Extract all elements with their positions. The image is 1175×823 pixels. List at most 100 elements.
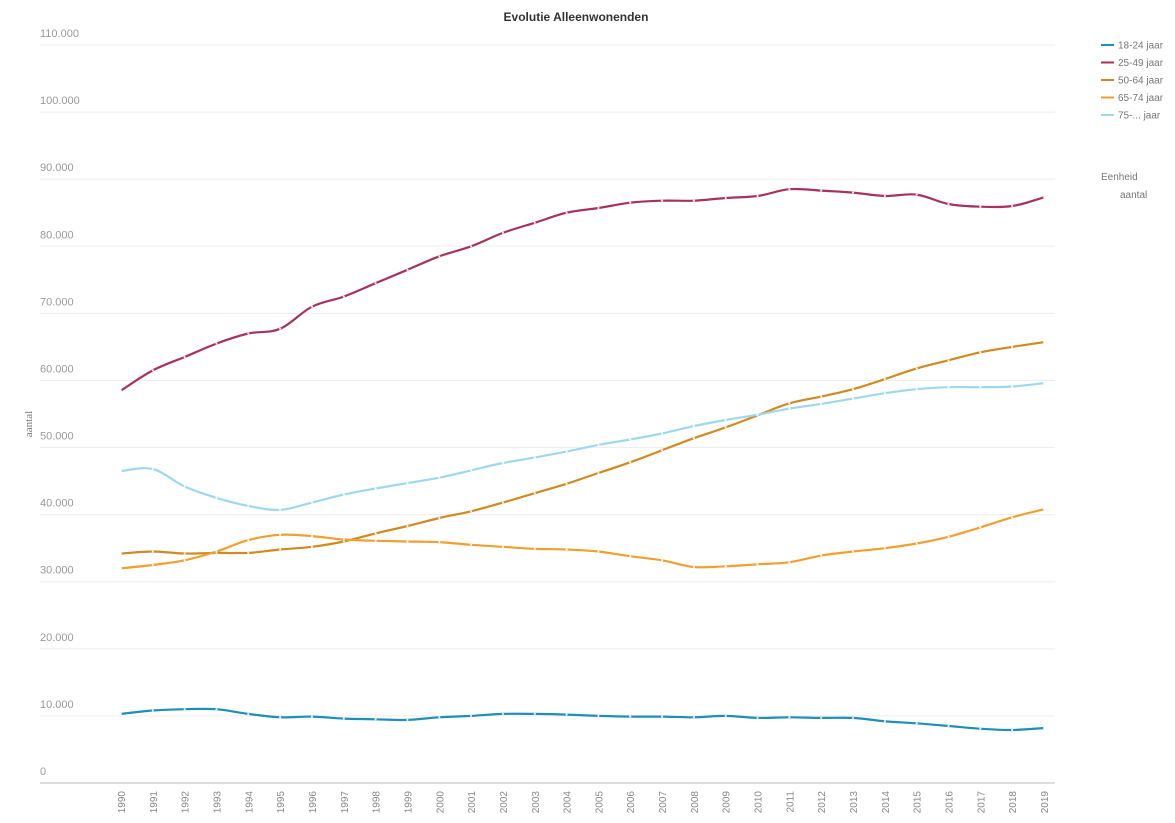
data-point[interactable]	[279, 533, 282, 536]
data-point[interactable]	[119, 567, 123, 570]
data-point[interactable]	[533, 221, 536, 224]
data-point[interactable]	[247, 539, 250, 542]
data-point[interactable]	[470, 469, 473, 472]
data-point[interactable]	[947, 386, 950, 389]
data-point[interactable]	[151, 369, 154, 372]
data-point[interactable]	[501, 501, 505, 504]
data-point[interactable]	[1011, 385, 1014, 388]
data-point[interactable]	[724, 196, 727, 200]
data-point[interactable]	[183, 559, 186, 562]
data-point[interactable]	[979, 386, 982, 389]
data-point[interactable]	[119, 389, 123, 392]
data-point[interactable]	[501, 712, 505, 715]
data-point[interactable]	[151, 709, 154, 712]
data-point[interactable]	[1011, 204, 1014, 208]
data-point[interactable]	[374, 539, 377, 542]
data-point[interactable]	[565, 211, 568, 214]
data-point[interactable]	[724, 418, 727, 422]
data-point[interactable]	[597, 471, 600, 475]
data-point[interactable]	[310, 545, 314, 548]
data-point[interactable]	[533, 492, 536, 495]
data-point[interactable]	[915, 367, 918, 370]
data-point[interactable]	[597, 550, 600, 553]
data-point[interactable]	[660, 449, 664, 452]
data-point[interactable]	[374, 532, 377, 535]
data-point[interactable]	[215, 708, 218, 711]
data-point[interactable]	[215, 550, 218, 553]
data-point[interactable]	[788, 561, 791, 564]
data-point[interactable]	[947, 359, 950, 362]
data-point[interactable]	[915, 722, 918, 725]
data-point[interactable]	[629, 715, 632, 718]
data-point[interactable]	[1011, 345, 1014, 349]
data-point[interactable]	[915, 388, 918, 391]
data-point[interactable]	[915, 542, 918, 545]
data-point[interactable]	[470, 510, 473, 513]
data-point[interactable]	[756, 194, 759, 198]
data-point[interactable]	[342, 538, 345, 541]
data-point[interactable]	[883, 194, 886, 198]
data-point[interactable]	[438, 716, 441, 719]
data-point[interactable]	[851, 191, 855, 194]
data-point[interactable]	[1042, 341, 1046, 344]
data-point[interactable]	[851, 716, 855, 720]
data-point[interactable]	[629, 555, 632, 558]
data-point[interactable]	[724, 565, 727, 568]
data-point[interactable]	[724, 714, 727, 718]
data-point[interactable]	[279, 327, 282, 330]
data-point[interactable]	[183, 552, 186, 555]
data-point[interactable]	[342, 540, 345, 543]
data-point[interactable]	[438, 255, 441, 258]
data-point[interactable]	[947, 724, 950, 728]
data-point[interactable]	[788, 407, 791, 410]
legend-item[interactable]: 18-24 jaar	[1101, 41, 1164, 52]
series-line[interactable]	[120, 382, 1045, 512]
data-point[interactable]	[597, 714, 600, 718]
data-point[interactable]	[470, 714, 473, 718]
data-point[interactable]	[215, 496, 218, 499]
data-point[interactable]	[660, 715, 664, 718]
data-point[interactable]	[183, 708, 186, 711]
data-point[interactable]	[533, 456, 536, 459]
data-point[interactable]	[692, 437, 695, 440]
data-point[interactable]	[883, 378, 886, 381]
data-point[interactable]	[215, 342, 218, 345]
data-point[interactable]	[406, 540, 409, 543]
legend-item[interactable]: 50-64 jaar	[1101, 76, 1164, 87]
data-point[interactable]	[310, 535, 314, 538]
data-point[interactable]	[1042, 382, 1046, 385]
data-point[interactable]	[151, 550, 154, 553]
data-point[interactable]	[851, 388, 855, 391]
data-point[interactable]	[374, 718, 377, 721]
data-point[interactable]	[756, 413, 759, 416]
data-point[interactable]	[247, 551, 250, 554]
data-point[interactable]	[1042, 196, 1046, 199]
data-point[interactable]	[151, 467, 154, 471]
data-point[interactable]	[374, 282, 377, 285]
data-point[interactable]	[533, 712, 536, 715]
data-point[interactable]	[438, 516, 441, 520]
data-point[interactable]	[788, 716, 791, 719]
legend-item[interactable]: 25-49 jaar	[1101, 58, 1164, 69]
data-point[interactable]	[565, 450, 568, 453]
series-line[interactable]	[120, 707, 1045, 732]
data-point[interactable]	[183, 485, 186, 488]
data-point[interactable]	[247, 332, 250, 335]
series-line[interactable]	[120, 187, 1045, 392]
data-point[interactable]	[151, 563, 154, 567]
data-point[interactable]	[342, 717, 345, 720]
data-point[interactable]	[1042, 508, 1046, 511]
data-point[interactable]	[406, 482, 409, 485]
data-point[interactable]	[1011, 728, 1014, 732]
data-point[interactable]	[820, 554, 823, 557]
data-point[interactable]	[756, 563, 759, 566]
data-point[interactable]	[820, 189, 823, 192]
data-point[interactable]	[1042, 726, 1046, 730]
data-point[interactable]	[342, 493, 345, 496]
data-point[interactable]	[692, 565, 695, 569]
data-point[interactable]	[915, 193, 918, 196]
data-point[interactable]	[660, 432, 664, 435]
legend-item[interactable]: 65-74 jaar	[1101, 93, 1164, 104]
data-point[interactable]	[820, 395, 823, 398]
data-point[interactable]	[788, 402, 791, 405]
